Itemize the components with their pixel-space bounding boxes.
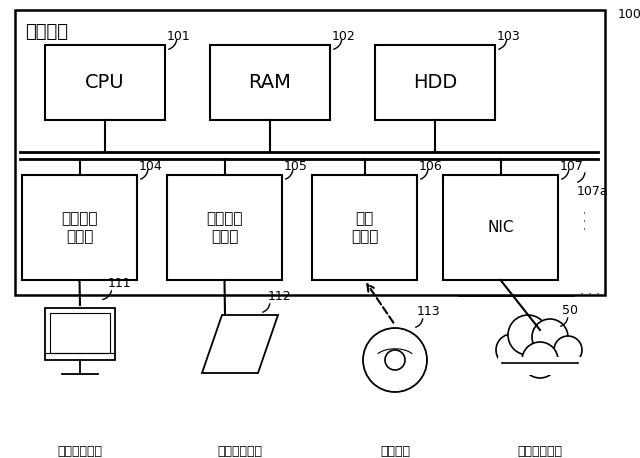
Circle shape [496, 334, 528, 366]
Text: HDD: HDD [413, 73, 457, 92]
Bar [312, 175, 417, 280]
Text: 解析装置: 解析装置 [25, 23, 68, 41]
Circle shape [522, 342, 558, 378]
Bar [50, 313, 110, 353]
Text: 106: 106 [419, 160, 443, 173]
Bar [22, 175, 137, 280]
Text: 111: 111 [108, 277, 132, 290]
Text: 104: 104 [139, 160, 163, 173]
Bar [45, 308, 115, 360]
Circle shape [532, 319, 568, 355]
Text: 105: 105 [284, 160, 308, 173]
Polygon shape [202, 315, 278, 373]
Text: · · ·: · · · [580, 289, 600, 301]
Text: 記録媒体: 記録媒体 [380, 445, 410, 458]
Text: 103: 103 [497, 30, 521, 43]
Text: RAM: RAM [248, 73, 291, 92]
Text: ネットワーク: ネットワーク [518, 445, 563, 458]
Text: 102: 102 [332, 30, 356, 43]
Text: 100: 100 [618, 8, 640, 21]
Text: 入力デバイス: 入力デバイス [218, 445, 262, 458]
Text: 107: 107 [560, 160, 584, 173]
Text: 媒体
リーダ: 媒体 リーダ [351, 211, 378, 244]
Bar [45, 45, 165, 120]
Bar [451, 183, 566, 288]
Text: ディスプレイ: ディスプレイ [58, 445, 102, 458]
Text: 107a: 107a [577, 185, 609, 198]
Text: 画像信号
処理部: 画像信号 処理部 [61, 211, 98, 244]
Circle shape [554, 336, 582, 364]
Bar [375, 45, 495, 120]
Text: CPU: CPU [85, 73, 125, 92]
Text: 113: 113 [417, 305, 440, 318]
Text: 入力信号
処理部: 入力信号 処理部 [206, 211, 243, 244]
Text: NIC: NIC [487, 220, 514, 235]
Bar [210, 45, 330, 120]
Circle shape [508, 315, 548, 355]
Bar [167, 175, 282, 280]
Text: 112: 112 [268, 290, 292, 303]
Bar [15, 10, 605, 295]
Text: 50: 50 [562, 304, 578, 317]
Bar [498, 357, 582, 375]
Text: · · ·: · · · [580, 210, 593, 230]
Text: 101: 101 [167, 30, 191, 43]
Bar [443, 175, 558, 280]
Bar [459, 191, 574, 296]
